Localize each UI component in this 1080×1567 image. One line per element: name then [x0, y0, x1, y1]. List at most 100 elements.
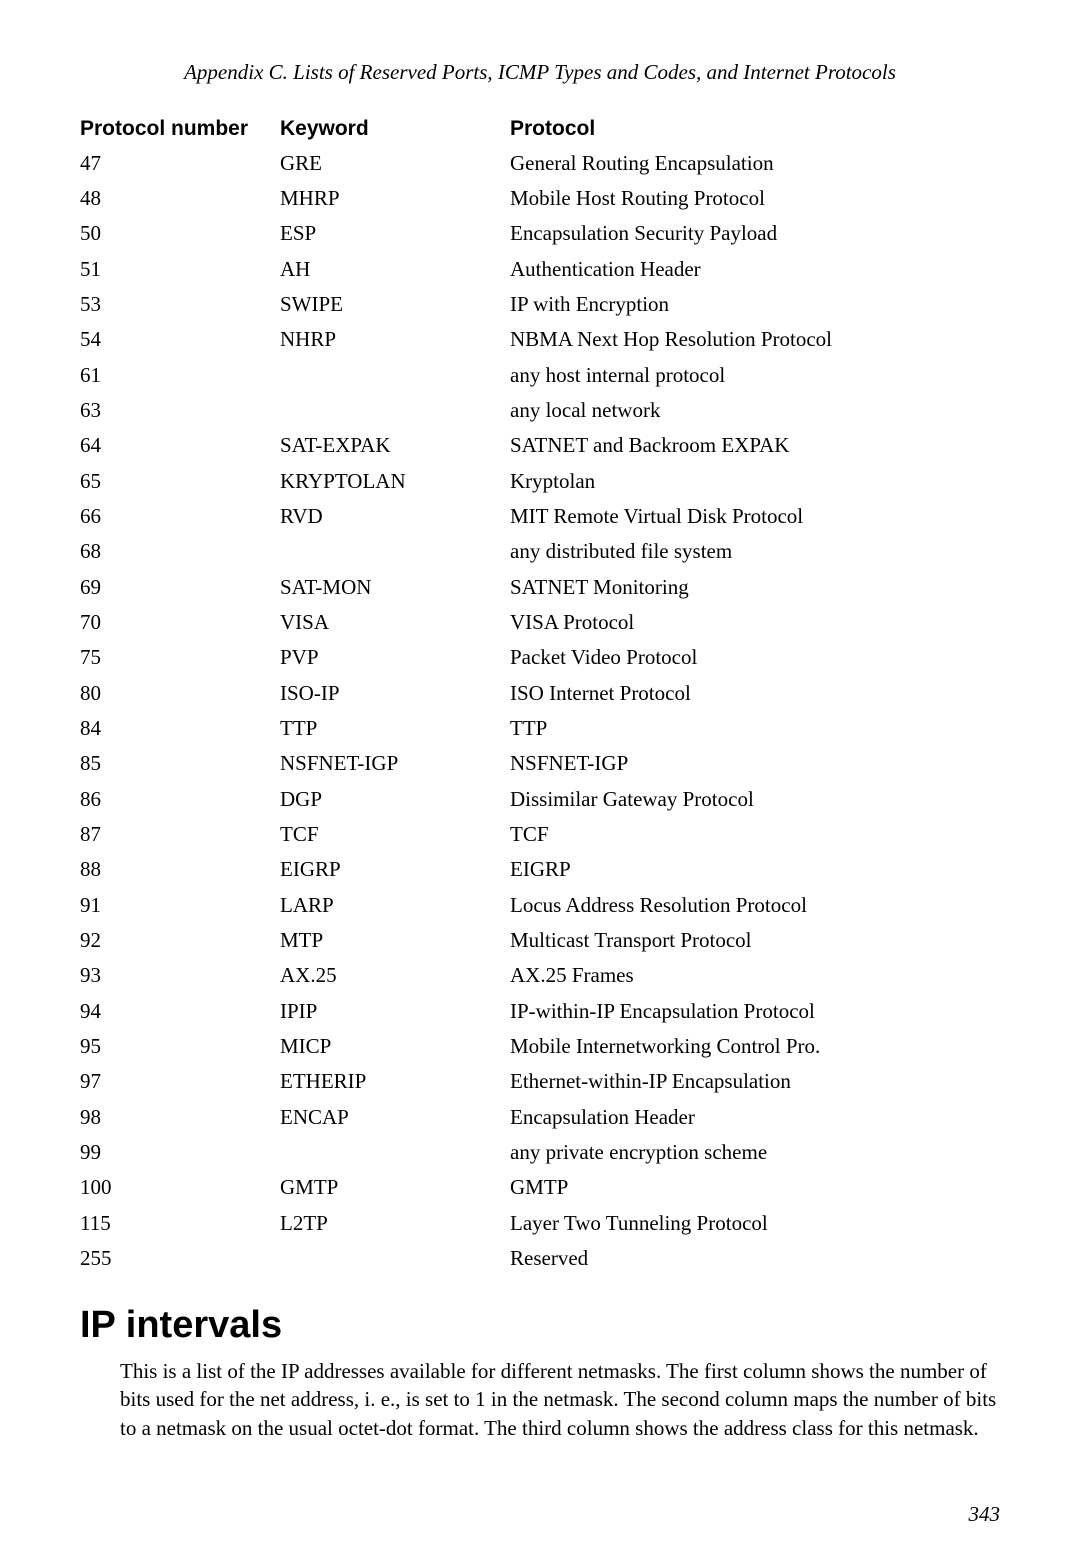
- table-row: 68 any distributed file system: [80, 534, 1000, 569]
- cell-keyword: [280, 534, 510, 569]
- table-row: 53SWIPEIP with Encryption: [80, 286, 1000, 321]
- table-row: 65KRYPTOLANKryptolan: [80, 463, 1000, 498]
- table-row: 94IPIPIP-within-IP Encapsulation Protoco…: [80, 993, 1000, 1028]
- table-row: 51AHAuthentication Header: [80, 251, 1000, 286]
- cell-keyword: GRE: [280, 145, 510, 180]
- cell-protocol: Reserved: [510, 1241, 1000, 1276]
- cell-protocol-number: 87: [80, 817, 280, 852]
- table-row: 50ESPEncapsulation Security Payload: [80, 216, 1000, 251]
- table-row: 97ETHERIPEthernet-within-IP Encapsulatio…: [80, 1064, 1000, 1099]
- cell-keyword: ESP: [280, 216, 510, 251]
- cell-protocol-number: 65: [80, 463, 280, 498]
- cell-protocol: Dissimilar Gateway Protocol: [510, 781, 1000, 816]
- cell-protocol: Encapsulation Header: [510, 1099, 1000, 1134]
- section-body-text: This is a list of the IP addresses avail…: [80, 1357, 1000, 1442]
- cell-protocol: Locus Address Resolution Protocol: [510, 887, 1000, 922]
- cell-protocol-number: 70: [80, 604, 280, 639]
- cell-protocol-number: 50: [80, 216, 280, 251]
- table-row: 70VISAVISA Protocol: [80, 604, 1000, 639]
- table-row: 99 any private encryption scheme: [80, 1135, 1000, 1170]
- cell-keyword: SAT-MON: [280, 569, 510, 604]
- cell-keyword: KRYPTOLAN: [280, 463, 510, 498]
- section-heading-ip-intervals: IP intervals: [80, 1304, 1000, 1347]
- cell-protocol-number: 54: [80, 322, 280, 357]
- cell-protocol: EIGRP: [510, 852, 1000, 887]
- cell-keyword: [280, 357, 510, 392]
- cell-protocol: VISA Protocol: [510, 604, 1000, 639]
- cell-keyword: TTP: [280, 711, 510, 746]
- cell-protocol-number: 92: [80, 923, 280, 958]
- table-row: 75PVPPacket Video Protocol: [80, 640, 1000, 675]
- cell-protocol: NBMA Next Hop Resolution Protocol: [510, 322, 1000, 357]
- cell-keyword: [280, 1135, 510, 1170]
- cell-protocol-number: 80: [80, 675, 280, 710]
- table-row: 69SAT-MONSATNET Monitoring: [80, 569, 1000, 604]
- cell-protocol: any private encryption scheme: [510, 1135, 1000, 1170]
- table-row: 92MTPMulticast Transport Protocol: [80, 923, 1000, 958]
- table-row: 87TCFTCF: [80, 817, 1000, 852]
- table-row: 66RVDMIT Remote Virtual Disk Protocol: [80, 498, 1000, 533]
- cell-protocol: Mobile Internetworking Control Pro.: [510, 1029, 1000, 1064]
- cell-protocol-number: 68: [80, 534, 280, 569]
- cell-protocol: TCF: [510, 817, 1000, 852]
- table-row: 84TTPTTP: [80, 711, 1000, 746]
- cell-keyword: SAT-EXPAK: [280, 428, 510, 463]
- cell-keyword: GMTP: [280, 1170, 510, 1205]
- cell-protocol-number: 61: [80, 357, 280, 392]
- cell-protocol: ISO Internet Protocol: [510, 675, 1000, 710]
- cell-keyword: NSFNET-IGP: [280, 746, 510, 781]
- cell-protocol-number: 99: [80, 1135, 280, 1170]
- cell-protocol-number: 47: [80, 145, 280, 180]
- table-row: 95MICPMobile Internetworking Control Pro…: [80, 1029, 1000, 1064]
- cell-protocol-number: 86: [80, 781, 280, 816]
- cell-protocol: TTP: [510, 711, 1000, 746]
- running-head: Appendix C. Lists of Reserved Ports, ICM…: [80, 60, 1000, 85]
- cell-keyword: TCF: [280, 817, 510, 852]
- cell-protocol: Mobile Host Routing Protocol: [510, 180, 1000, 215]
- table-row: 88EIGRPEIGRP: [80, 852, 1000, 887]
- cell-protocol: any distributed file system: [510, 534, 1000, 569]
- cell-protocol: NSFNET-IGP: [510, 746, 1000, 781]
- col-header-keyword: Keyword: [280, 113, 510, 145]
- cell-protocol: Ethernet-within-IP Encapsulation: [510, 1064, 1000, 1099]
- table-row: 86DGPDissimilar Gateway Protocol: [80, 781, 1000, 816]
- cell-protocol-number: 53: [80, 286, 280, 321]
- cell-protocol-number: 91: [80, 887, 280, 922]
- cell-protocol-number: 63: [80, 392, 280, 427]
- cell-keyword: AX.25: [280, 958, 510, 993]
- cell-keyword: SWIPE: [280, 286, 510, 321]
- cell-keyword: [280, 1241, 510, 1276]
- cell-protocol: any local network: [510, 392, 1000, 427]
- table-row: 64SAT-EXPAKSATNET and Backroom EXPAK: [80, 428, 1000, 463]
- cell-protocol-number: 255: [80, 1241, 280, 1276]
- cell-protocol: any host internal protocol: [510, 357, 1000, 392]
- cell-protocol: MIT Remote Virtual Disk Protocol: [510, 498, 1000, 533]
- cell-keyword: MTP: [280, 923, 510, 958]
- cell-keyword: PVP: [280, 640, 510, 675]
- cell-protocol-number: 93: [80, 958, 280, 993]
- cell-protocol: IP with Encryption: [510, 286, 1000, 321]
- table-row: 100GMTPGMTP: [80, 1170, 1000, 1205]
- table-row: 255 Reserved: [80, 1241, 1000, 1276]
- table-row: 61 any host internal protocol: [80, 357, 1000, 392]
- cell-keyword: MICP: [280, 1029, 510, 1064]
- table-row: 63 any local network: [80, 392, 1000, 427]
- cell-protocol-number: 85: [80, 746, 280, 781]
- cell-keyword: IPIP: [280, 993, 510, 1028]
- cell-protocol-number: 69: [80, 569, 280, 604]
- table-row: 48MHRPMobile Host Routing Protocol: [80, 180, 1000, 215]
- cell-protocol-number: 64: [80, 428, 280, 463]
- cell-protocol-number: 100: [80, 1170, 280, 1205]
- cell-protocol-number: 66: [80, 498, 280, 533]
- cell-keyword: ENCAP: [280, 1099, 510, 1134]
- table-header-row: Protocol number Keyword Protocol: [80, 113, 1000, 145]
- table-row: 91LARPLocus Address Resolution Protocol: [80, 887, 1000, 922]
- cell-protocol: SATNET and Backroom EXPAK: [510, 428, 1000, 463]
- cell-protocol: IP-within-IP Encapsulation Protocol: [510, 993, 1000, 1028]
- table-row: 115L2TPLayer Two Tunneling Protocol: [80, 1205, 1000, 1240]
- cell-protocol: Authentication Header: [510, 251, 1000, 286]
- cell-protocol: Multicast Transport Protocol: [510, 923, 1000, 958]
- page-number: 343: [80, 1502, 1000, 1527]
- cell-protocol-number: 51: [80, 251, 280, 286]
- cell-protocol-number: 95: [80, 1029, 280, 1064]
